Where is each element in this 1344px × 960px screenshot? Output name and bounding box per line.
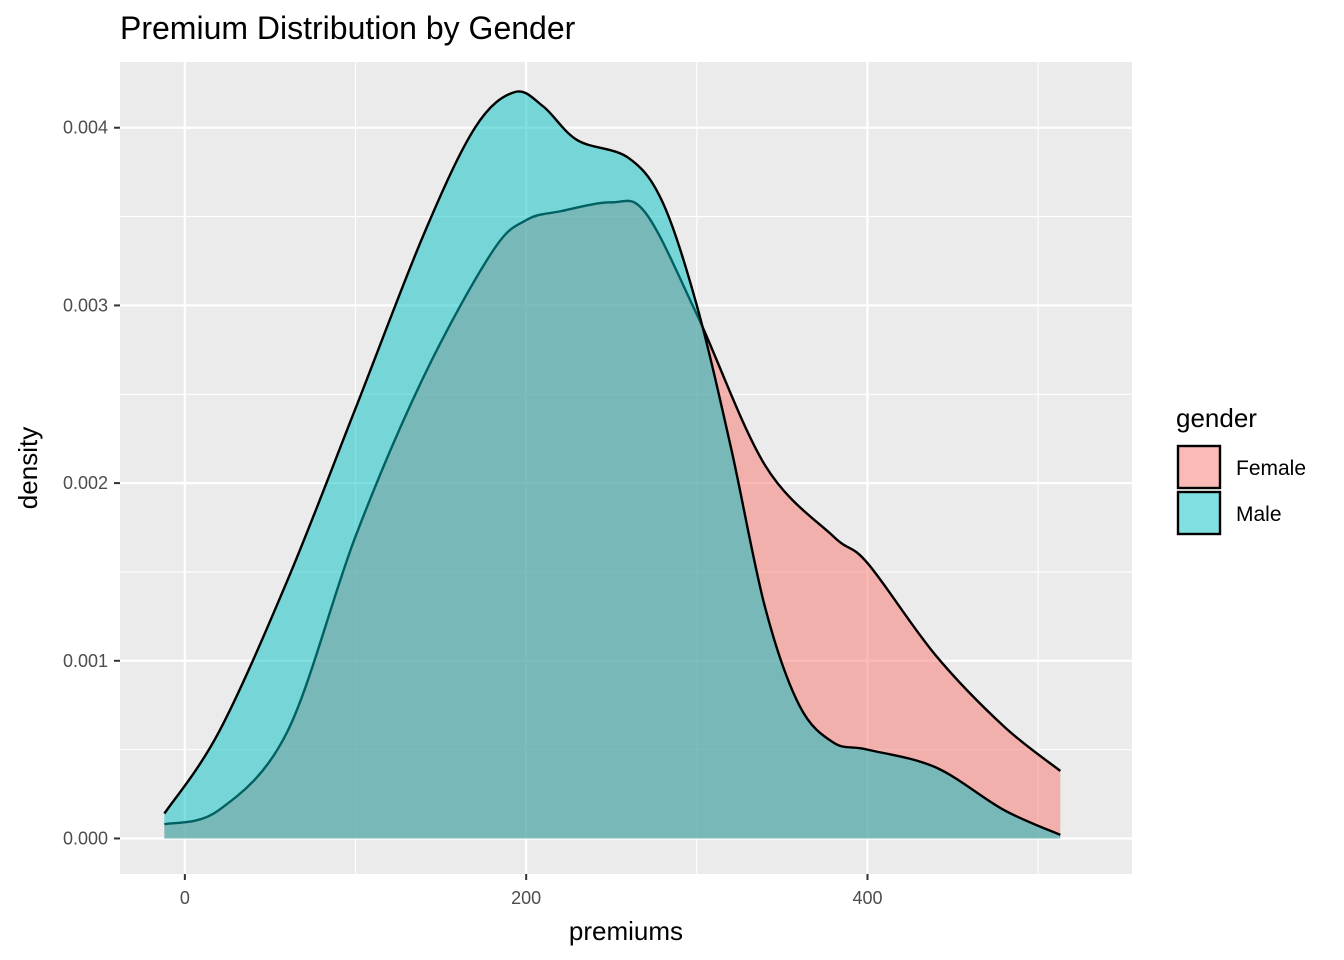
x-axis: 0 200 400 (180, 874, 883, 908)
legend-title: gender (1176, 403, 1257, 433)
y-tick-label: 0.002 (63, 473, 108, 493)
density-area-male (164, 91, 1061, 839)
y-axis: 0.000 0.001 0.002 0.003 0.004 (63, 118, 120, 848)
legend-label-male: Male (1236, 503, 1282, 526)
x-tick-label: 200 (511, 888, 541, 908)
legend-key-female (1176, 444, 1222, 490)
y-tick-label: 0.000 (63, 828, 108, 848)
density-line-male (163, 90, 1061, 837)
legend-key-male (1176, 490, 1222, 536)
y-tick-label: 0.004 (63, 118, 108, 138)
y-axis-title: density (13, 427, 43, 509)
legend: gender Female Male (1176, 403, 1306, 536)
x-tick-label: 0 (180, 888, 190, 908)
y-tick-label: 0.003 (63, 295, 108, 315)
density-areas (163, 90, 1062, 839)
legend-label-female: Female (1236, 457, 1306, 480)
chart-title: Premium Distribution by Gender (120, 10, 576, 46)
x-tick-label: 400 (852, 888, 882, 908)
y-tick-label: 0.001 (63, 651, 108, 671)
x-axis-title: premiums (569, 916, 683, 946)
